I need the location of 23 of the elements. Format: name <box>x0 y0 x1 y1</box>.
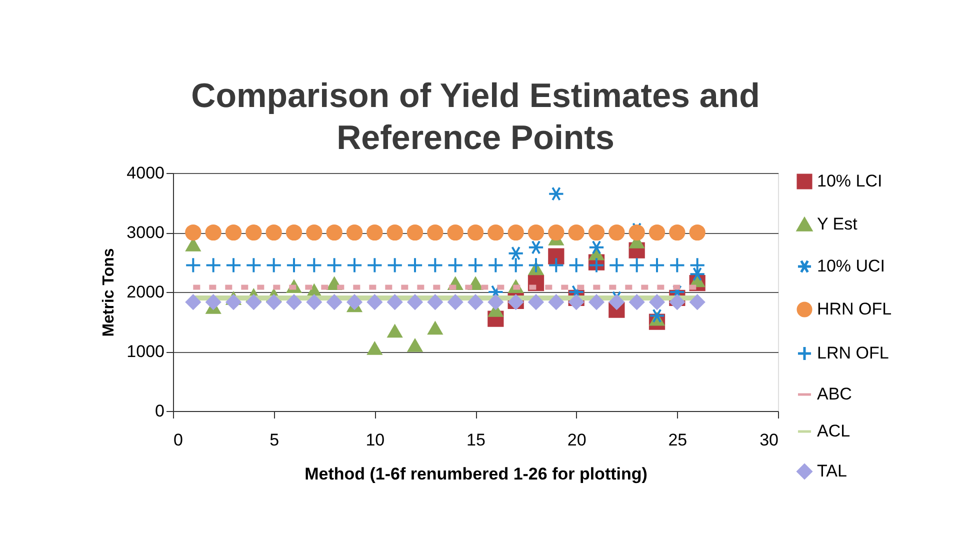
legend-label: HRN OFL <box>817 300 892 318</box>
y-tick-label: 2000 <box>126 282 164 302</box>
y-tick-label: 3000 <box>126 223 164 242</box>
y-tick-label: 0 <box>155 402 164 420</box>
chart-title: Comparison of Yield Estimates and Reference Points <box>191 77 760 157</box>
x-tick-label: 10 <box>366 430 385 450</box>
legend-label: Y Est <box>817 214 858 234</box>
x-axis-title: Method (1-6f renumbered 1-26 for plotting) <box>304 464 648 484</box>
x-tick-label: 20 <box>567 430 586 450</box>
y-tick-label: 1000 <box>126 342 164 361</box>
x-tick-label: 30 <box>760 430 778 450</box>
y-axis-title: Metric Tons <box>100 248 118 337</box>
y-tick-label: 4000 <box>126 164 164 182</box>
x-tick-label: 15 <box>466 430 486 450</box>
x-tick-label: 25 <box>668 430 688 450</box>
x-tick-label: 0 <box>174 430 183 450</box>
legend-label: 10% LCI <box>817 172 882 190</box>
x-tick-label: 5 <box>270 430 280 450</box>
legend-label: TAL <box>817 462 847 480</box>
legend-label: ACL <box>817 422 850 440</box>
legend-label: LRN OFL <box>817 344 889 362</box>
legend-label: ABC <box>817 384 852 404</box>
legend-label: 10% UCI <box>817 256 886 276</box>
